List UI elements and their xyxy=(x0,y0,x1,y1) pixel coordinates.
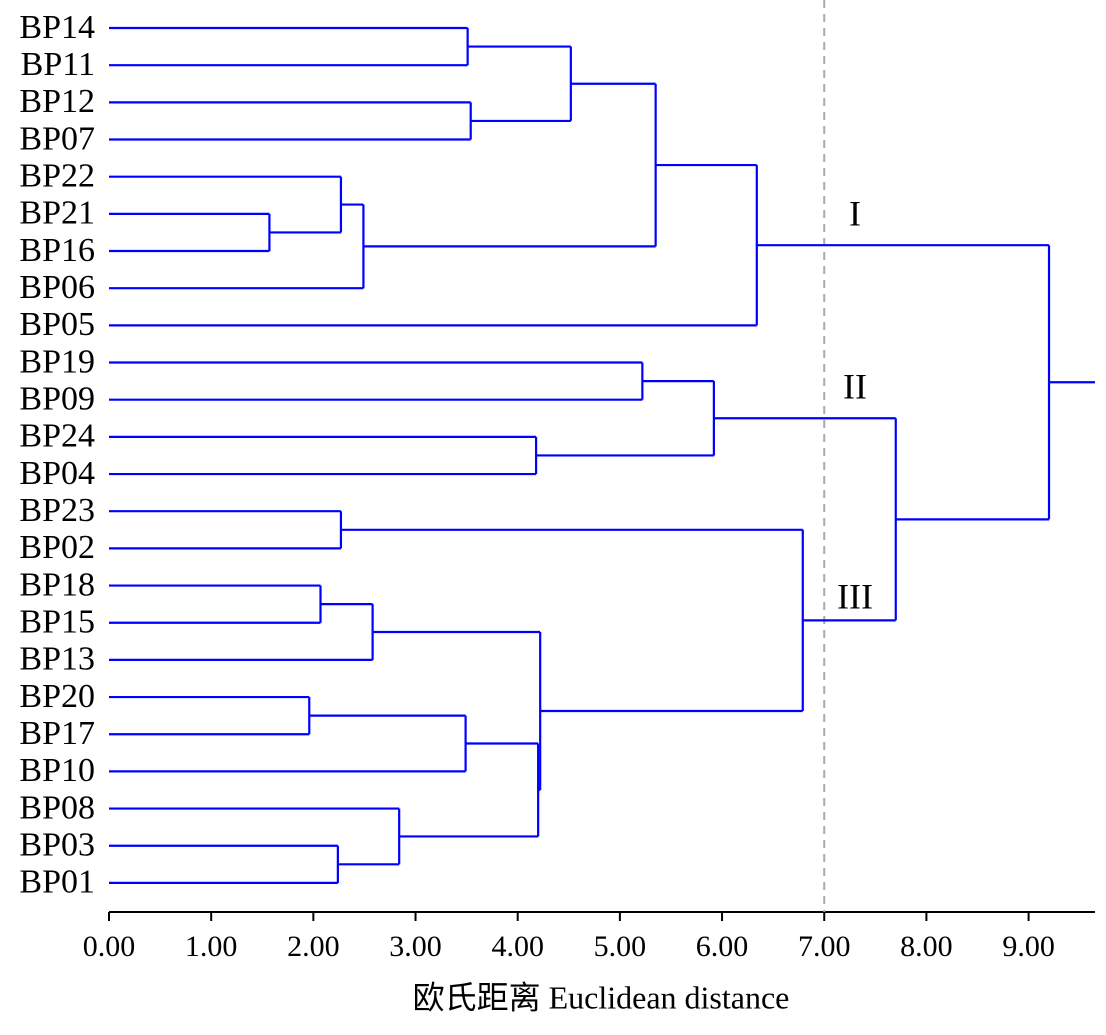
leaf-label: BP15 xyxy=(19,604,95,641)
leaf-label: BP22 xyxy=(19,157,95,194)
leaf-label: BP23 xyxy=(19,492,95,529)
cluster-label: I xyxy=(849,193,861,233)
x-tick-label: 4.00 xyxy=(491,930,544,963)
leaf-label: BP01 xyxy=(19,864,95,901)
leaf-label: BP17 xyxy=(19,715,95,752)
x-tick-label: 1.00 xyxy=(185,930,238,963)
x-tick-label: 8.00 xyxy=(900,930,953,963)
leaf-label: BP09 xyxy=(19,380,95,417)
x-tick-label: 6.00 xyxy=(696,930,749,963)
x-axis-title: 欧氏距离 Euclidean distance xyxy=(413,979,790,1015)
cluster-label: II xyxy=(843,366,867,406)
leaf-label: BP18 xyxy=(19,566,95,603)
leaf-label: BP04 xyxy=(19,455,95,492)
leaf-label: BP10 xyxy=(19,752,95,789)
x-tick-label: 0.00 xyxy=(83,930,136,963)
leaf-label: BP16 xyxy=(19,232,95,269)
cluster-label: III xyxy=(837,576,873,616)
leaf-label: BP06 xyxy=(19,269,95,306)
leaf-label: BP19 xyxy=(19,343,95,380)
leaf-label: BP07 xyxy=(19,120,95,157)
leaf-label: BP03 xyxy=(19,827,95,864)
leaf-label: BP08 xyxy=(19,789,95,826)
leaf-label: BP11 xyxy=(21,46,95,83)
leaf-label: BP21 xyxy=(19,195,95,232)
leaf-label: BP12 xyxy=(19,83,95,120)
leaf-label: BP20 xyxy=(19,678,95,715)
leaf-label: BP05 xyxy=(19,306,95,343)
x-tick-label: 3.00 xyxy=(389,930,442,963)
x-tick-label: 9.00 xyxy=(1002,930,1055,963)
x-tick-label: 7.00 xyxy=(798,930,851,963)
leaf-label: BP14 xyxy=(19,9,95,46)
leaf-label: BP24 xyxy=(19,418,95,455)
x-tick-label: 5.00 xyxy=(594,930,647,963)
leaf-label: BP02 xyxy=(19,529,95,566)
x-tick-label: 2.00 xyxy=(287,930,340,963)
leaf-label: BP13 xyxy=(19,641,95,678)
